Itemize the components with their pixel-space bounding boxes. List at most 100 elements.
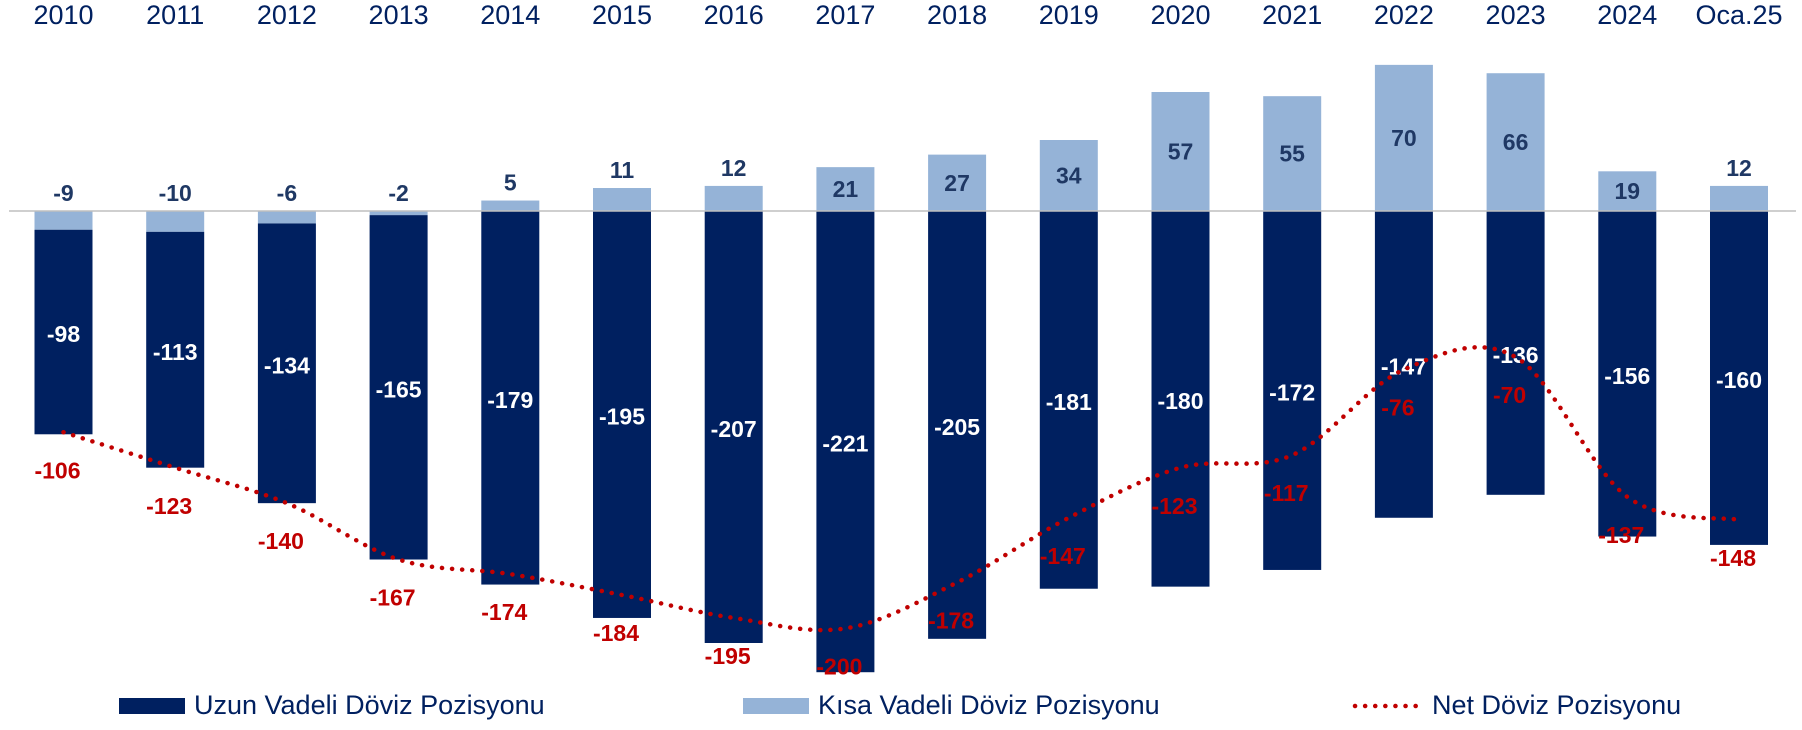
long-label: -205 bbox=[934, 414, 980, 440]
short-bar bbox=[1710, 185, 1768, 211]
category-label: 2014 bbox=[480, 0, 540, 30]
long-bar bbox=[816, 210, 875, 673]
net-label: -200 bbox=[816, 653, 862, 679]
net-label: -137 bbox=[1598, 522, 1644, 548]
short-label: 55 bbox=[1279, 141, 1305, 167]
legend-label: Net Döviz Pozisyonu bbox=[1432, 690, 1681, 720]
legend-swatch bbox=[743, 698, 809, 714]
short-label: -2 bbox=[388, 180, 408, 206]
net-label: -195 bbox=[705, 643, 751, 669]
long-bar bbox=[1263, 210, 1322, 570]
category-label: 2023 bbox=[1486, 0, 1546, 30]
short-bar bbox=[481, 200, 540, 211]
category-label: 2024 bbox=[1597, 0, 1657, 30]
short-bar bbox=[1598, 171, 1657, 211]
short-label: 12 bbox=[1726, 155, 1752, 181]
legend-label: Uzun Vadeli Döviz Pozisyonu bbox=[194, 690, 545, 720]
long-bar bbox=[369, 215, 428, 560]
net-label: -106 bbox=[34, 457, 80, 483]
long-bar bbox=[1598, 210, 1657, 537]
long-label: -180 bbox=[1157, 388, 1203, 414]
short-label: 27 bbox=[944, 170, 970, 196]
category-label: 2010 bbox=[33, 0, 93, 30]
category-label: 2015 bbox=[592, 0, 652, 30]
short-label: 21 bbox=[833, 176, 859, 202]
net-label: -178 bbox=[928, 608, 974, 634]
category-label: Oca.25 bbox=[1695, 0, 1782, 30]
short-label: 70 bbox=[1391, 125, 1417, 151]
long-bar bbox=[593, 210, 651, 618]
short-label: 11 bbox=[610, 157, 635, 183]
short-bar bbox=[593, 188, 651, 211]
net-line bbox=[61, 345, 1742, 633]
category-label: 2020 bbox=[1150, 0, 1210, 30]
net-label: -123 bbox=[146, 493, 192, 519]
short-bar bbox=[1039, 140, 1098, 211]
short-label: 5 bbox=[504, 170, 517, 196]
long-bar bbox=[257, 223, 316, 504]
short-bar bbox=[257, 210, 316, 224]
long-label: -147 bbox=[1381, 353, 1427, 379]
long-label: -179 bbox=[487, 387, 533, 413]
category-label: 2017 bbox=[815, 0, 875, 30]
short-bar bbox=[928, 154, 987, 211]
long-label: -156 bbox=[1604, 363, 1650, 389]
long-bar bbox=[928, 210, 987, 639]
long-bar bbox=[146, 231, 205, 468]
short-bar bbox=[1374, 64, 1433, 211]
long-label: -207 bbox=[711, 416, 757, 442]
short-bar bbox=[34, 210, 93, 230]
long-label: -98 bbox=[47, 321, 80, 347]
short-bar bbox=[1151, 92, 1210, 211]
short-bar bbox=[704, 185, 763, 211]
net-label: -123 bbox=[1151, 493, 1197, 519]
long-label: -113 bbox=[153, 339, 198, 365]
category-label: 2016 bbox=[704, 0, 764, 30]
net-label: -174 bbox=[481, 599, 527, 625]
category-label: 2018 bbox=[927, 0, 987, 30]
category-label: 2012 bbox=[257, 0, 317, 30]
short-bar bbox=[1263, 96, 1322, 211]
short-label: -10 bbox=[159, 180, 192, 206]
net-label: -140 bbox=[258, 528, 304, 554]
short-label: 34 bbox=[1056, 163, 1082, 189]
short-label: -9 bbox=[53, 180, 73, 206]
net-label: -167 bbox=[370, 585, 416, 611]
long-bar bbox=[1039, 210, 1098, 589]
category-label: 2022 bbox=[1374, 0, 1434, 30]
short-label: 12 bbox=[721, 155, 747, 181]
net-label: -184 bbox=[593, 620, 639, 646]
long-label: -134 bbox=[264, 352, 310, 378]
short-label: 19 bbox=[1615, 178, 1641, 204]
net-label: -76 bbox=[1381, 395, 1414, 421]
short-bar bbox=[1486, 73, 1545, 211]
long-bar bbox=[1151, 210, 1210, 587]
long-label: -160 bbox=[1716, 367, 1762, 393]
category-label: 2019 bbox=[1039, 0, 1099, 30]
net-label: -148 bbox=[1710, 545, 1756, 571]
long-bar bbox=[1486, 210, 1545, 495]
category-label: 2011 bbox=[146, 0, 204, 30]
short-label: -6 bbox=[277, 180, 297, 206]
short-label: 57 bbox=[1168, 139, 1194, 165]
legend-swatch bbox=[119, 698, 185, 714]
short-label: 66 bbox=[1503, 129, 1529, 155]
long-label: -181 bbox=[1046, 389, 1092, 415]
long-bar bbox=[481, 210, 540, 585]
net-label: -147 bbox=[1040, 543, 1086, 569]
short-bar bbox=[146, 210, 205, 232]
long-label: -165 bbox=[376, 376, 422, 402]
long-label: -221 bbox=[822, 431, 868, 457]
legend-label: Kısa Vadeli Döviz Pozisyonu bbox=[818, 690, 1160, 720]
category-label: 2021 bbox=[1262, 0, 1322, 30]
category-label: 2013 bbox=[369, 0, 429, 30]
long-bar bbox=[1374, 210, 1433, 518]
short-bar bbox=[816, 167, 875, 211]
long-bar bbox=[1710, 210, 1768, 545]
long-bar bbox=[704, 210, 763, 643]
long-bar bbox=[34, 229, 93, 435]
net-label: -117 bbox=[1264, 480, 1309, 506]
long-label: -195 bbox=[599, 404, 645, 430]
long-label: -172 bbox=[1269, 380, 1315, 406]
